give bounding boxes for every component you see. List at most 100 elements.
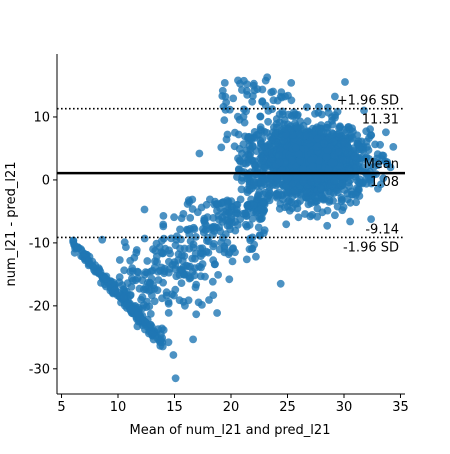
data-point bbox=[355, 175, 364, 184]
data-point bbox=[191, 254, 199, 263]
data-point bbox=[159, 212, 168, 220]
data-point bbox=[256, 136, 265, 145]
data-point bbox=[231, 217, 240, 226]
x-tick-label: 30 bbox=[336, 400, 353, 415]
data-point bbox=[138, 293, 147, 302]
data-point bbox=[328, 116, 336, 125]
data-point bbox=[157, 336, 166, 344]
data-point bbox=[225, 248, 234, 257]
data-point bbox=[296, 156, 304, 165]
data-point bbox=[196, 272, 205, 281]
data-point bbox=[329, 137, 338, 146]
data-point bbox=[154, 325, 163, 333]
data-point bbox=[189, 223, 198, 232]
data-point bbox=[383, 158, 392, 167]
data-point bbox=[256, 178, 265, 187]
data-point bbox=[283, 174, 292, 183]
data-point bbox=[364, 146, 373, 155]
data-point bbox=[320, 139, 328, 148]
data-point bbox=[350, 152, 359, 161]
data-point bbox=[313, 176, 322, 185]
data-point bbox=[346, 198, 355, 207]
data-point bbox=[171, 285, 180, 294]
data-point bbox=[109, 278, 118, 287]
data-point bbox=[285, 196, 293, 205]
data-point bbox=[222, 135, 231, 144]
data-point bbox=[171, 374, 180, 383]
mean-value: 1.08 bbox=[370, 175, 399, 190]
data-point bbox=[238, 86, 246, 94]
data-point bbox=[338, 179, 347, 188]
data-point bbox=[115, 278, 124, 286]
data-point bbox=[303, 188, 311, 197]
data-point bbox=[254, 223, 263, 232]
data-point bbox=[373, 161, 382, 170]
data-point bbox=[313, 134, 322, 143]
x-axis-label: Mean of num_l21 and pred_l21 bbox=[130, 423, 331, 438]
data-point bbox=[294, 150, 303, 159]
data-point bbox=[249, 201, 258, 210]
mean-label: Mean bbox=[364, 157, 399, 172]
data-point bbox=[341, 146, 349, 155]
data-point bbox=[258, 85, 267, 94]
data-point bbox=[260, 164, 269, 173]
data-point bbox=[262, 128, 271, 137]
data-point bbox=[337, 172, 346, 181]
data-point bbox=[263, 73, 272, 82]
upper-loa-label: +1.96 SD bbox=[337, 94, 399, 109]
lower-loa-label: -1.96 SD bbox=[343, 241, 399, 256]
data-point bbox=[379, 174, 388, 183]
data-point bbox=[335, 161, 344, 170]
data-point bbox=[158, 236, 166, 245]
data-point bbox=[293, 123, 302, 132]
data-point bbox=[294, 213, 303, 222]
data-point bbox=[308, 211, 317, 219]
data-point bbox=[275, 151, 283, 160]
data-point bbox=[349, 127, 357, 136]
data-point bbox=[145, 302, 154, 311]
data-point bbox=[258, 214, 266, 223]
data-point bbox=[179, 210, 188, 218]
data-point bbox=[243, 185, 252, 194]
data-point bbox=[257, 205, 265, 214]
data-point bbox=[339, 203, 348, 212]
data-point bbox=[256, 143, 265, 152]
data-point bbox=[228, 257, 237, 266]
data-point bbox=[177, 279, 186, 287]
data-point bbox=[221, 92, 230, 101]
data-point bbox=[242, 255, 251, 264]
data-point bbox=[272, 115, 281, 123]
lower-loa-value: -9.14 bbox=[365, 223, 399, 238]
data-point bbox=[180, 252, 189, 260]
data-point bbox=[235, 115, 244, 124]
data-point bbox=[146, 310, 155, 318]
data-point bbox=[248, 214, 257, 223]
data-point bbox=[188, 195, 197, 204]
data-point bbox=[323, 146, 332, 155]
data-point bbox=[220, 116, 229, 124]
data-point bbox=[389, 143, 398, 151]
data-point bbox=[250, 178, 258, 187]
data-point bbox=[346, 217, 354, 226]
data-point bbox=[299, 177, 307, 186]
data-point bbox=[186, 214, 195, 222]
data-point bbox=[174, 250, 183, 259]
data-point bbox=[132, 248, 141, 257]
data-point bbox=[284, 188, 292, 197]
data-point bbox=[331, 211, 339, 220]
data-point bbox=[234, 154, 242, 163]
data-point bbox=[200, 214, 209, 223]
data-point bbox=[230, 142, 239, 151]
data-point bbox=[323, 221, 332, 230]
data-point bbox=[335, 148, 343, 156]
data-point bbox=[348, 133, 357, 142]
data-point bbox=[191, 264, 199, 272]
data-point bbox=[229, 94, 238, 103]
data-point bbox=[355, 143, 364, 152]
data-point bbox=[333, 202, 342, 211]
data-point bbox=[333, 107, 342, 116]
data-point bbox=[272, 181, 280, 190]
data-point bbox=[367, 215, 375, 224]
line-labels: +1.96 SD 11.31 Mean 1.08 -9.14 -1.96 SD bbox=[337, 94, 399, 256]
